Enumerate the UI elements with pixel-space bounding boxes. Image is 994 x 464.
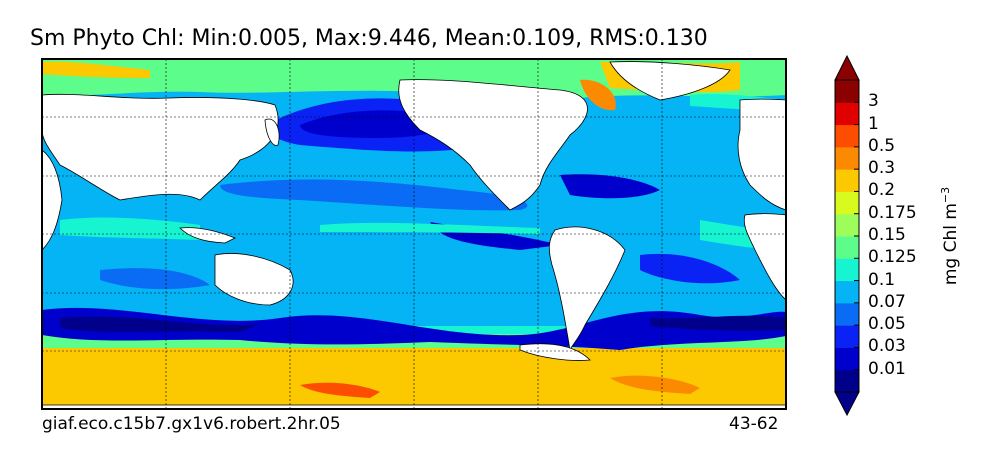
years-label: 43-62: [729, 414, 779, 434]
colorbar-segment: [835, 102, 859, 126]
colorbar-tick-label: 0.3: [868, 158, 896, 179]
colorbar-segment: [835, 347, 859, 371]
map-title: Sm Phyto Chl: Min:0.005, Max:9.446, Mean…: [30, 26, 708, 51]
colorbar-tick-label: 0.2: [868, 180, 896, 201]
units-exponent: −3: [939, 186, 953, 204]
colorbar-segment: [835, 80, 859, 103]
colorbar-segments: [835, 80, 859, 393]
colorbar-segment: [835, 258, 859, 282]
map-frame: [41, 58, 787, 410]
colorbar-tick-label: 0.05: [868, 314, 906, 335]
colorbar-segment: [835, 236, 859, 259]
colorbar-segment: [835, 191, 859, 215]
colorbar-segment: [835, 146, 859, 170]
colorbar-tick-label: 0.1: [868, 269, 896, 290]
colorbar: [834, 54, 860, 417]
colorbar-segment: [835, 325, 859, 348]
colorbar-max-extend-arrow: [834, 54, 860, 81]
colorbar-segment: [835, 213, 859, 237]
colorbar-tick-label: 3: [868, 91, 879, 112]
colorbar-tick-label: 0.01: [868, 358, 906, 379]
run-name-label: giaf.eco.c15b7.gx1v6.robert.2hr.05: [42, 414, 341, 434]
units-text: mg Chl m: [940, 203, 961, 286]
colorbar-segment: [835, 280, 859, 304]
colorbar-tick-label: 0.5: [868, 135, 896, 156]
colorbar-outline: [834, 79, 860, 393]
colorbar-segment: [835, 124, 859, 148]
colorbar-tick-label: 0.03: [868, 336, 906, 357]
colorbar-tick-label: 0.07: [868, 291, 906, 312]
colorbar-min-extend-arrow: [834, 391, 860, 417]
map-grid: [42, 59, 786, 409]
colorbar-units-label: mg Chl m−3: [939, 187, 961, 285]
colorbar-tick-label: 0.175: [868, 202, 917, 223]
colorbar-segment: [835, 169, 859, 192]
colorbar-tick-label: 0.125: [868, 247, 917, 268]
colorbar-tick-label: 1: [868, 113, 879, 134]
colorbar-segment: [835, 369, 859, 393]
land-masses: [42, 61, 786, 409]
colorbar-segment: [835, 302, 859, 326]
colorbar-tick-label: 0.15: [868, 225, 906, 245]
